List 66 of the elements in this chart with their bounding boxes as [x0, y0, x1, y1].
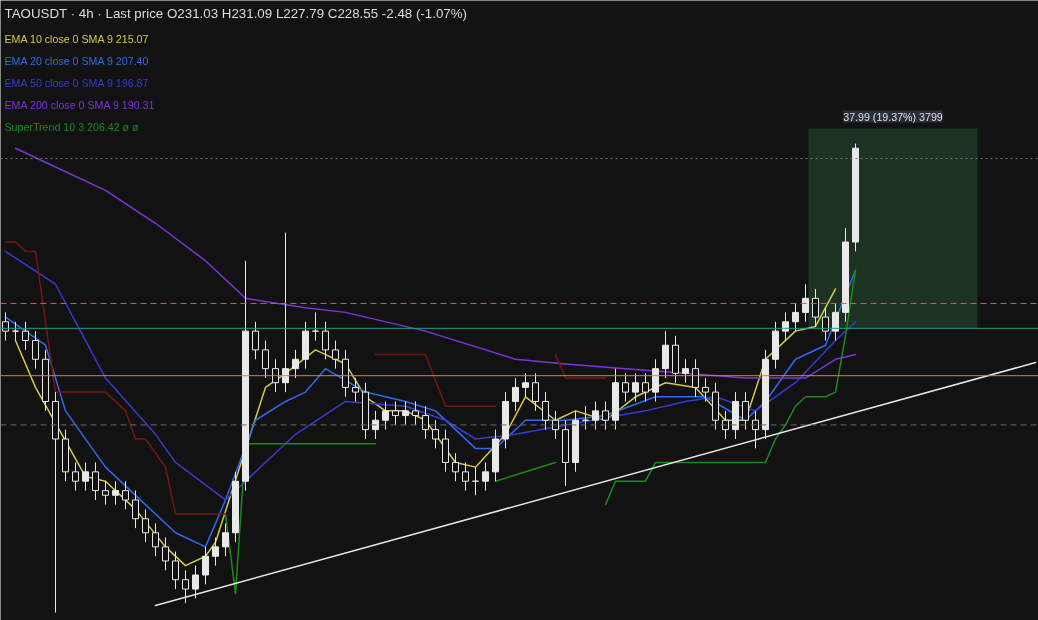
candlestick — [272, 358, 279, 393]
candlestick — [452, 452, 459, 482]
candlestick — [162, 536, 169, 571]
candlestick — [812, 288, 819, 327]
candlestick — [822, 307, 829, 342]
candlestick — [652, 358, 659, 402]
candlestick — [832, 302, 839, 342]
candlestick — [312, 311, 319, 342]
candlestick — [692, 358, 699, 398]
candlestick — [32, 330, 39, 370]
band-label: 37.99 (19.37%) 3799 — [843, 110, 943, 123]
candlestick — [332, 340, 339, 370]
candlestick — [102, 480, 109, 506]
candlestick — [392, 400, 399, 426]
candlestick — [782, 311, 789, 342]
candlestick — [522, 372, 529, 398]
text: EMA 200 close 0 SMA 9 190.31 — [4, 98, 155, 111]
text: EMA 20 close 0 SMA 9 207.40 — [4, 54, 149, 67]
candlestick — [182, 569, 189, 604]
candlestick — [532, 372, 539, 412]
candlestick — [212, 536, 219, 567]
candlestick — [542, 391, 549, 431]
candlestick — [602, 400, 609, 431]
candlestick — [352, 377, 359, 402]
candlestick — [122, 480, 129, 510]
candlestick — [72, 461, 79, 492]
candlestick — [592, 400, 599, 431]
candlestick — [12, 321, 19, 342]
candlestick — [482, 461, 489, 492]
candlestick — [422, 405, 429, 440]
candlestick — [82, 461, 89, 492]
candlestick — [202, 546, 209, 585]
candlestick — [152, 522, 159, 557]
candlestick — [412, 400, 419, 426]
candlestick — [252, 321, 259, 360]
text: EMA 10 close 0 SMA 9 215.07 — [4, 32, 149, 45]
candlestick — [322, 321, 329, 360]
candlestick — [292, 349, 299, 379]
candlestick — [662, 330, 669, 379]
candlestick — [742, 391, 749, 431]
candlestick — [92, 461, 99, 501]
candlestick — [512, 377, 519, 412]
candlestick — [642, 372, 649, 402]
candlestick — [442, 429, 449, 473]
text: SuperTrend 10 3 206.42 ø ø — [4, 120, 140, 133]
candlestick — [462, 461, 469, 492]
candlestick — [702, 377, 709, 402]
candlestick — [172, 551, 179, 590]
candlestick — [382, 400, 389, 431]
candlestick — [192, 565, 199, 599]
candlestick — [112, 480, 119, 506]
candlestick — [282, 232, 289, 393]
candlestick — [792, 302, 799, 332]
candlestick — [22, 321, 29, 351]
chart-title: TAOUSDT · 4h · Last price O231.03 H231.09 L227.79 C228.55 -2.48 (-1.07%) — [4, 5, 468, 21]
candlestick — [802, 283, 809, 323]
candlestick — [132, 490, 139, 529]
candlestick — [142, 508, 149, 543]
candlestick — [682, 358, 689, 384]
candlestick — [262, 340, 269, 379]
candlestick — [632, 372, 639, 402]
text: EMA 50 close 0 SMA 9 196.87 — [4, 76, 149, 89]
candlestick — [402, 400, 409, 426]
candlestick — [432, 419, 439, 449]
candlestick — [622, 372, 629, 402]
candlestick — [222, 522, 229, 557]
